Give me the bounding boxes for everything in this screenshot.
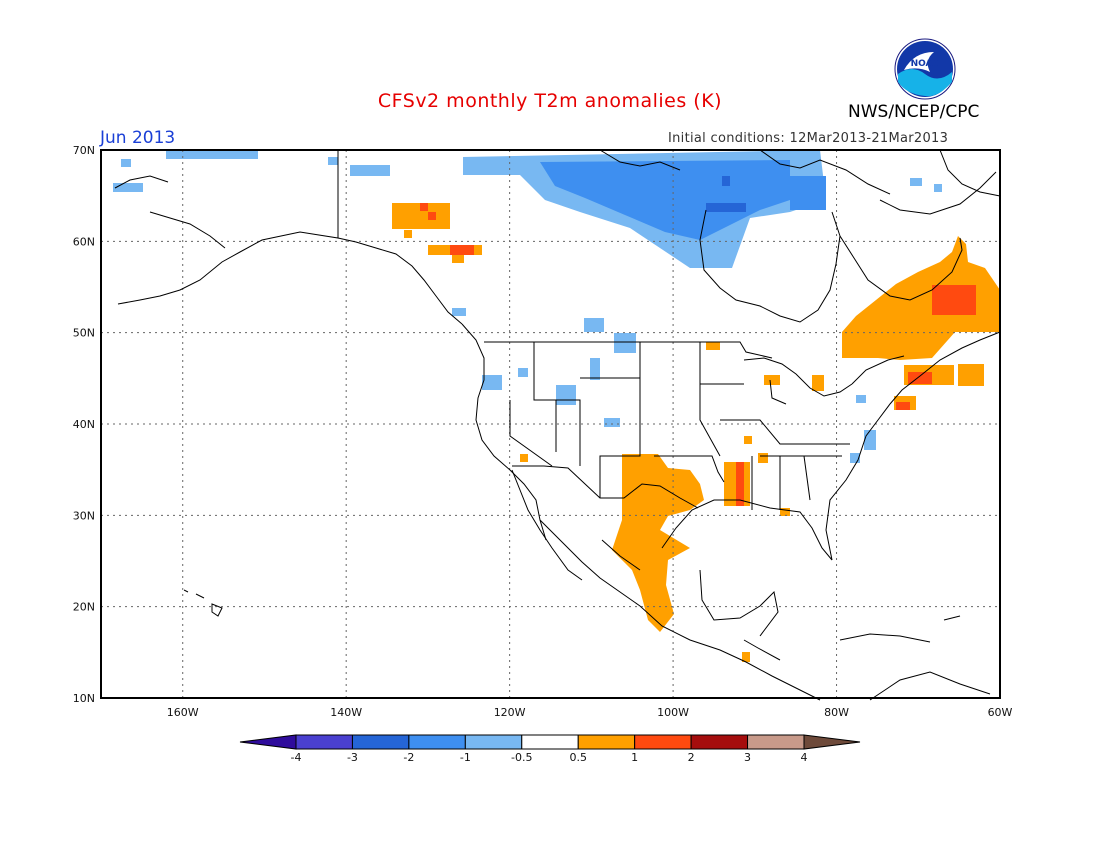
lat-tick-label: 50N xyxy=(73,327,95,340)
colorbar xyxy=(239,734,861,750)
colorbar-labels: -4 -3 -2 -1 -0.5 0.5 1 2 3 4 xyxy=(291,751,808,764)
anomaly-cells xyxy=(113,150,1000,662)
colorbar-segment xyxy=(577,734,636,750)
colorbar-segment xyxy=(690,734,749,750)
colorbar-label: 1 xyxy=(631,751,638,764)
lon-tick-label: 100W xyxy=(657,706,689,719)
colorbar-label: 3 xyxy=(744,751,751,764)
lat-tick-label: 20N xyxy=(73,601,95,614)
colorbar-segment xyxy=(521,734,579,750)
colorbar-label: -2 xyxy=(403,751,414,764)
latitude-labels: 70N 60N 50N 40N 30N 20N 10N xyxy=(73,144,95,705)
coastlines xyxy=(114,149,1001,701)
colorbar-label: -3 xyxy=(347,751,358,764)
lat-tick-label: 10N xyxy=(73,692,95,705)
colorbar-segment xyxy=(295,734,353,750)
map-frame xyxy=(100,149,1001,699)
noaa-logo-icon: NOAA xyxy=(894,38,956,100)
longitude-labels: 160W 140W 120W 100W 80W 60W xyxy=(167,706,1013,719)
colorbar-label: -1 xyxy=(460,751,471,764)
colorbar-label: -0.5 xyxy=(511,751,532,764)
political-borders xyxy=(484,341,905,661)
valid-month-label: Jun 2013 xyxy=(100,128,176,148)
lon-tick-label: 80W xyxy=(824,706,849,719)
lat-tick-label: 60N xyxy=(73,235,95,248)
colorbar-low-arrow xyxy=(239,734,297,750)
map-title: CFSv2 monthly T2m anomalies (K) xyxy=(377,90,723,112)
lon-tick-label: 120W xyxy=(494,706,526,719)
initial-conditions-label: Initial conditions: 12Mar2013-21Mar2013 xyxy=(668,131,949,146)
colorbar-label: -4 xyxy=(291,751,302,764)
colorbar-segment xyxy=(634,734,692,750)
colorbar-segment xyxy=(464,734,523,750)
lat-tick-label: 70N xyxy=(73,144,95,157)
lon-tick-label: 60W xyxy=(988,706,1013,719)
colorbar-high-arrow xyxy=(803,734,861,750)
colorbar-label: 2 xyxy=(688,751,695,764)
noaa-logo-text: NOAA xyxy=(911,59,940,69)
agency-label: NWS/NCEP/CPC xyxy=(848,102,980,122)
colorbar-label: 4 xyxy=(801,751,808,764)
colorbar-segment xyxy=(408,734,466,750)
lon-tick-label: 140W xyxy=(330,706,362,719)
lon-tick-label: 160W xyxy=(167,706,199,719)
colorbar-segment xyxy=(351,734,410,750)
lat-tick-label: 40N xyxy=(73,418,95,431)
colorbar-segment xyxy=(747,734,805,750)
lat-tick-label: 30N xyxy=(73,509,95,522)
graticule xyxy=(101,150,1000,698)
colorbar-label: 0.5 xyxy=(569,751,587,764)
